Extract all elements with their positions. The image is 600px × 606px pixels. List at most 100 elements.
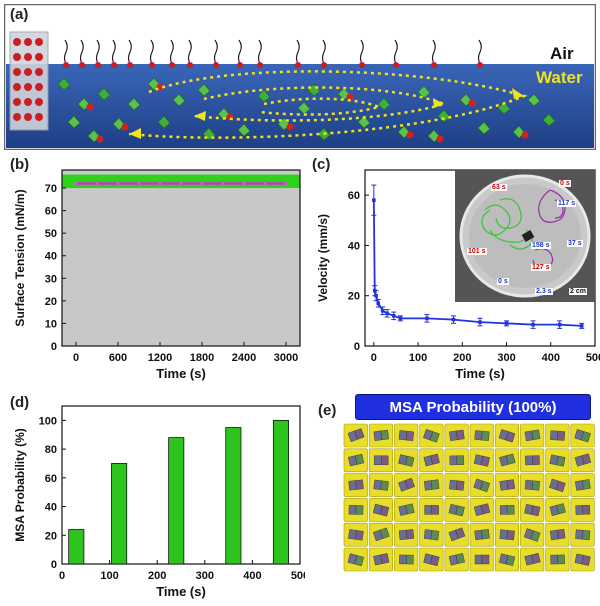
inset-time-label: 158 s [531, 242, 551, 249]
x-tick-label: 100 [100, 570, 118, 582]
x-tick-label: 400 [542, 352, 560, 364]
tile-particle [455, 527, 466, 539]
green-trajectory [481, 198, 533, 250]
surfactant-head [431, 62, 437, 68]
panel-b-label: (b) [10, 156, 30, 173]
data-point [95, 181, 99, 186]
y-tick-label: 40 [45, 251, 57, 263]
surfactant-head [187, 62, 193, 68]
surfactant-head [169, 62, 175, 68]
flow-arrow [129, 128, 141, 139]
tile-particle [556, 528, 566, 540]
tile-particle [506, 479, 516, 490]
surfactant-tail [95, 39, 100, 65]
green-particle [197, 83, 211, 97]
particle-marker [521, 230, 535, 242]
data-point [242, 181, 246, 186]
surfactant-head [359, 62, 365, 68]
y-tick-label: 60 [348, 190, 360, 202]
gel-particle [24, 113, 32, 121]
x-tick-label: 600 [109, 352, 127, 364]
red-particle [121, 123, 129, 131]
gel-particle [35, 83, 43, 91]
chart-d: 0 100 200 300 400 500 0 20 40 60 80 100 Time (s) MSA … [13, 405, 305, 599]
tile-particle [405, 529, 415, 540]
y-tick-label: 80 [45, 444, 57, 456]
surfactant-head [95, 62, 101, 68]
msa-banner: MSA Probability (100%) [355, 394, 591, 420]
bar [272, 419, 289, 565]
data-point [263, 181, 267, 186]
tile-particle [557, 430, 566, 441]
panel-d-label: (d) [10, 394, 30, 411]
surfactant-tail [295, 39, 300, 65]
surfactant-head [257, 62, 263, 68]
tile-particle [355, 530, 364, 541]
gel-particle [24, 53, 32, 61]
data-point [374, 293, 378, 298]
tile-particle [556, 455, 566, 467]
data-point [425, 316, 429, 321]
y-tick-label: 20 [45, 530, 57, 542]
red-particle [468, 99, 476, 107]
surfactant-head [321, 62, 327, 68]
red-particle [286, 123, 294, 131]
data-point [74, 181, 78, 186]
tile-particle [430, 555, 440, 567]
surfactant-head [477, 62, 483, 68]
tile-particle [555, 480, 566, 493]
tile-particle [449, 479, 458, 490]
tile-particle [423, 529, 433, 540]
gel-particle [13, 53, 21, 61]
x-axis-label: Time (s) [156, 584, 206, 599]
data-point [398, 316, 403, 321]
chart-b: 0 600 1200 1800 2400 3000 0 10 20 30 40 50 60 70 Time … [13, 169, 301, 381]
tile-particle [582, 504, 591, 515]
red-particle [156, 83, 164, 91]
flow-arrow [512, 88, 524, 99]
tile-particle [430, 479, 440, 490]
gel-particle [24, 98, 32, 106]
panel-a-illustration [3, 3, 597, 151]
red-particle [346, 93, 354, 101]
green-particle [172, 93, 186, 107]
tile-particle [581, 555, 591, 566]
tile-particle [405, 430, 414, 442]
green-particle [157, 115, 171, 129]
surfactant-head [295, 62, 301, 68]
tile-particle [531, 505, 541, 517]
bar [225, 427, 242, 565]
bar [111, 463, 128, 565]
tile-particle [380, 480, 389, 491]
tile-particle [449, 455, 458, 466]
surfactant-head [63, 62, 69, 68]
tile-particle [525, 455, 533, 466]
tile-particle [399, 554, 407, 565]
data-point [579, 324, 584, 328]
tile-particle [474, 554, 483, 565]
tile-particle [505, 431, 516, 443]
gel-particle [35, 53, 43, 61]
x-tick-label: 0 [73, 352, 79, 364]
gel-particle [24, 68, 32, 76]
y-tick-label: 0 [51, 341, 57, 353]
tile-particle [373, 479, 382, 490]
green-particle [542, 113, 556, 127]
surfactant-tail [431, 39, 436, 65]
x-tick-label: 2400 [232, 352, 256, 364]
green-particle [237, 123, 251, 137]
tile-particle [581, 479, 591, 490]
surfactant-tail [393, 39, 398, 65]
data-point [179, 181, 183, 186]
x-tick-label: 400 [243, 570, 261, 582]
flow-loop-mid [193, 86, 448, 122]
x-tick-label: 1800 [190, 352, 214, 364]
tile-particle [430, 530, 440, 541]
y-tick-label: 60 [45, 473, 57, 485]
inset-time-label: 117 s [557, 200, 577, 207]
tile-particle [505, 555, 516, 566]
tile-particle [531, 480, 540, 491]
x-tick-label: 0 [59, 570, 65, 582]
surfactant-tail [127, 39, 132, 65]
tile-particle [348, 505, 357, 515]
